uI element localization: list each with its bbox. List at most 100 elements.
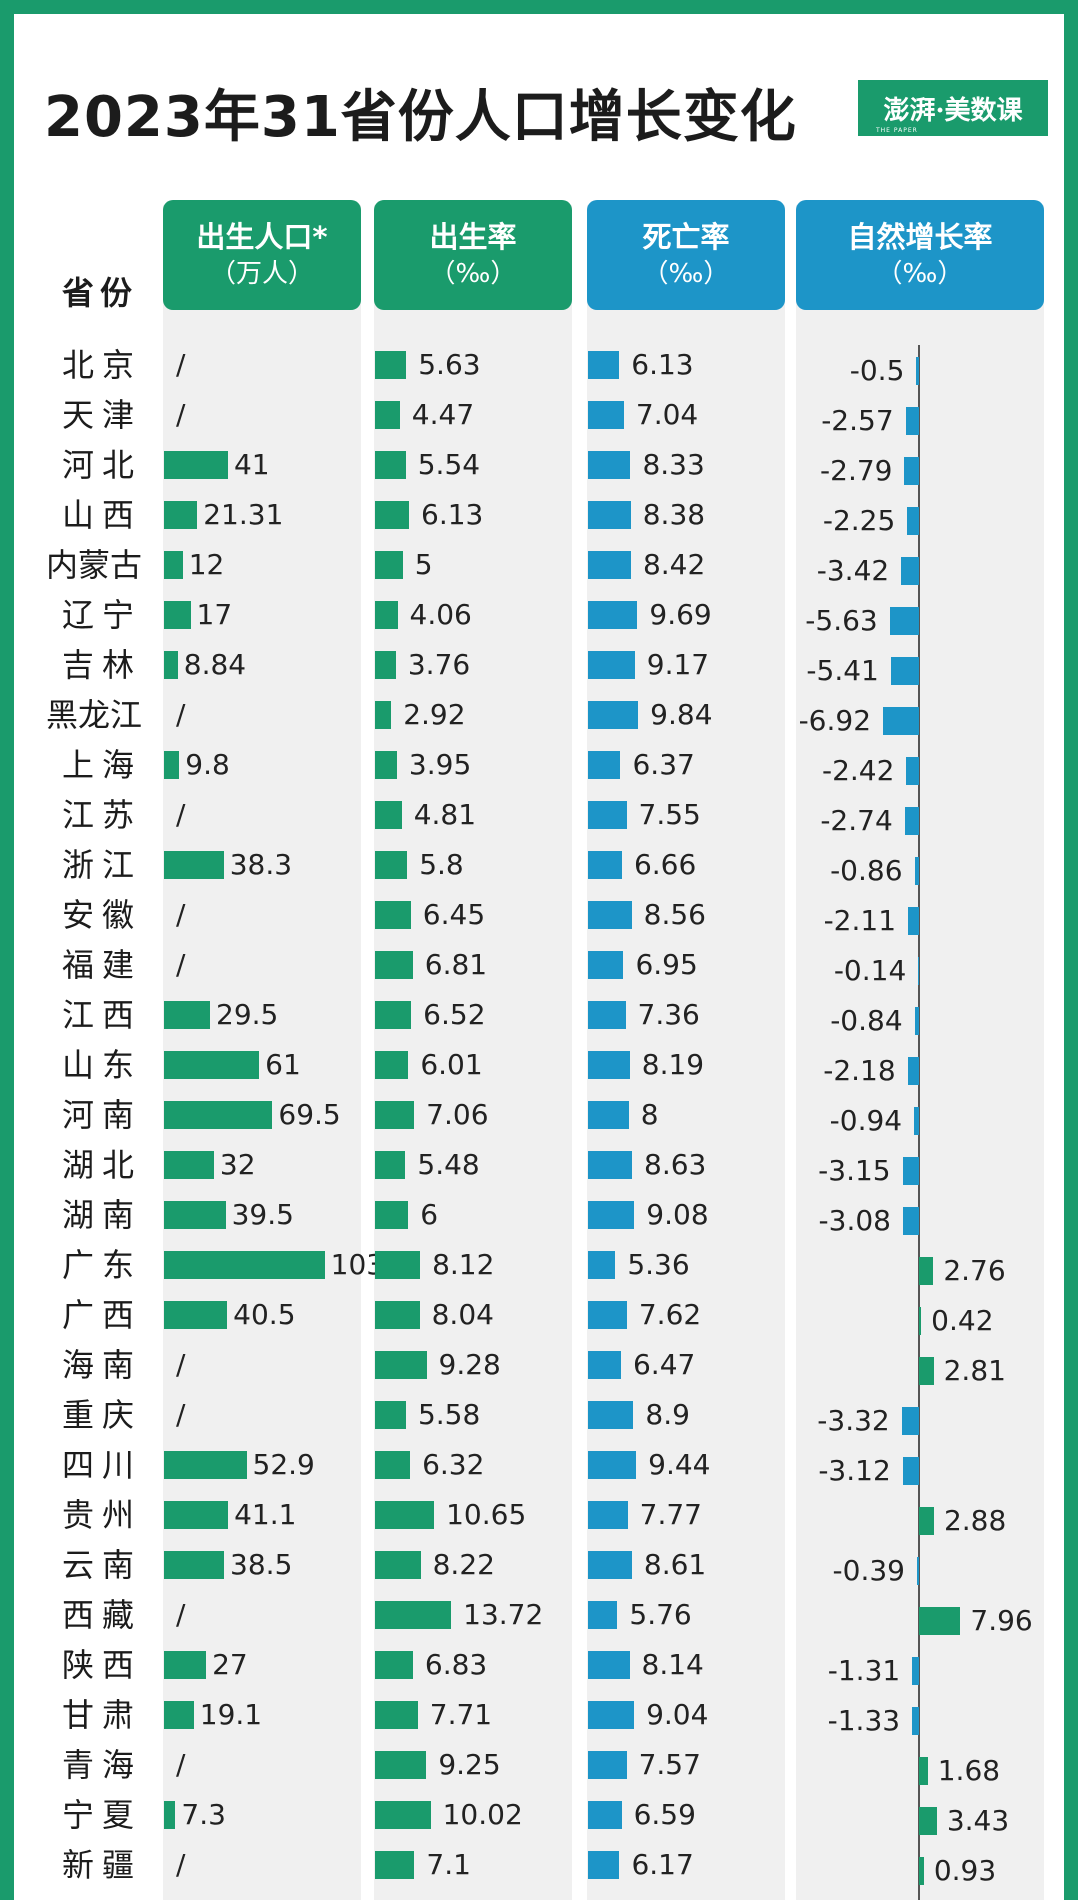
births-value-label: 7.3 (181, 1798, 226, 1831)
natural-growth-value-label: -0.86 (830, 854, 903, 887)
birth-rate-bar (375, 451, 406, 479)
death-rate-value-label: 7.77 (639, 1498, 702, 1531)
natural-growth-bar (914, 1107, 919, 1135)
birth-rate-header-unit: （‰） (429, 259, 517, 289)
table-row: 湖北 32 5.48 8.63 -3.15 (0, 1140, 1078, 1190)
province-label: 浙江 (61, 846, 142, 884)
province-label: 湖南 (61, 1196, 142, 1234)
birth-rate-value-label: 7.1 (426, 1848, 471, 1881)
births-value-label: 12 (188, 548, 225, 581)
births-header-title: 出生人口* (196, 220, 328, 254)
birth-rate-value-label: 9.25 (438, 1748, 501, 1781)
natural-growth-bar (904, 807, 919, 835)
birth-rate-bar (375, 701, 392, 729)
death-rate-value-label: 6.66 (633, 848, 697, 881)
natural-growth-bar (919, 1857, 924, 1885)
death-rate-value-label: 9.84 (650, 698, 713, 731)
natural-growth-value-label: -0.14 (833, 954, 907, 987)
province-label: 广东 (61, 1246, 142, 1284)
table-row: 山东 61 6.01 8.19 -2.18 (0, 1040, 1078, 1090)
death-rate-bar (588, 1301, 627, 1329)
natural-growth-bar (914, 857, 919, 885)
births-value-label: 61 (265, 1048, 301, 1081)
natural-growth-bar (908, 907, 919, 935)
natural-growth-header: 自然增长率 （‰） (796, 200, 1044, 310)
death-rate-value-label: 8.63 (644, 1148, 707, 1181)
births-bar (164, 1101, 273, 1129)
death-rate-value-label: 7.36 (637, 998, 700, 1031)
birth-rate-bar (375, 1251, 421, 1279)
death-rate-value-label: 8 (640, 1098, 659, 1131)
birth-rate-bar (375, 601, 398, 629)
birth-rate-value-label: 6.45 (422, 898, 486, 931)
death-rate-bar (588, 1451, 637, 1479)
birth-rate-value-label: 6.83 (424, 1648, 488, 1681)
death-rate-bar (588, 1151, 632, 1179)
birth-rate-value-label: 10.65 (446, 1498, 527, 1531)
birth-rate-bar (375, 1551, 421, 1579)
table-row: 江苏 / 4.81 7.55 -2.74 (0, 790, 1078, 840)
birth-rate-value-label: 3.95 (408, 748, 472, 781)
natural-growth-bar (919, 1357, 934, 1385)
natural-growth-value-label: 2.88 (943, 1504, 1007, 1537)
birth-rate-value-label: 4.47 (411, 398, 475, 431)
province-label: 贵州 (61, 1496, 142, 1534)
province-label: 四川 (61, 1446, 142, 1484)
province-label: 天津 (61, 396, 142, 434)
natural-growth-bar (919, 1807, 937, 1835)
birth-rate-value-label: 7.06 (426, 1098, 489, 1131)
natural-growth-value-label: -5.63 (805, 604, 878, 637)
births-value-label: 39.5 (231, 1198, 294, 1231)
death-rate-value-label: 8.9 (645, 1398, 690, 1431)
births-bar (164, 1801, 176, 1829)
death-rate-bar (588, 451, 631, 479)
death-rate-value-label: 7.04 (635, 398, 699, 431)
natural-growth-value-label: 7.96 (970, 1604, 1033, 1637)
births-bar (164, 1701, 194, 1729)
birth-rate-value-label: 8.04 (431, 1298, 494, 1331)
natural-growth-bar (916, 1557, 919, 1585)
death-rate-bar (588, 1501, 628, 1529)
table-row: 北京 / 5.63 6.13 -0.5 (0, 340, 1078, 390)
birth-rate-value-label: 5.63 (418, 348, 481, 381)
province-label: 安徽 (61, 896, 142, 934)
births-value-label: 38.3 (229, 848, 293, 881)
birth-rate-value-label: 6.81 (424, 948, 488, 981)
natural-growth-value-label: -3.15 (818, 1154, 891, 1187)
province-label: 河北 (61, 446, 142, 484)
death-rate-value-label: 7.62 (638, 1298, 702, 1331)
death-rate-bar (588, 801, 627, 829)
birth-rate-bar (375, 851, 408, 879)
natural-growth-bar (914, 1007, 919, 1035)
province-header: 省份 (62, 274, 139, 312)
births-bar (164, 1451, 247, 1479)
death-rate-value-label: 8.61 (643, 1548, 707, 1581)
natural-growth-value-label: -2.57 (821, 404, 894, 437)
table-row: 河南 69.5 7.06 8 -0.94 (0, 1090, 1078, 1140)
death-rate-header: 死亡率 （‰） (587, 200, 785, 310)
table-row: 湖南 39.5 6 9.08 -3.08 (0, 1190, 1078, 1240)
natural-growth-value-label: -1.31 (827, 1654, 901, 1687)
province-label: 重庆 (61, 1396, 142, 1434)
births-bar (164, 1651, 207, 1679)
death-rate-bar (588, 1351, 621, 1379)
births-missing-label: / (176, 348, 186, 381)
natural-growth-bar (919, 1507, 934, 1535)
birth-rate-bar (375, 1151, 406, 1179)
natural-growth-value-label: 2.81 (943, 1354, 1006, 1387)
natural-growth-value-label: -0.94 (829, 1104, 903, 1137)
birth-rate-value-label: 5.58 (417, 1398, 481, 1431)
birth-rate-value-label: 2.92 (403, 698, 466, 731)
logo-text: 澎湃·美数课 (883, 95, 1023, 126)
death-rate-value-label: 5.36 (627, 1248, 690, 1281)
natural-growth-bar (912, 1707, 919, 1735)
death-rate-value-label: 6.37 (632, 748, 695, 781)
birth-rate-value-label: 5 (414, 548, 433, 581)
birth-rate-bar (375, 951, 413, 979)
birth-rate-bar (375, 401, 400, 429)
province-label: 新疆 (61, 1846, 142, 1884)
birth-rate-bar (375, 651, 396, 679)
birth-rate-bar (375, 1451, 411, 1479)
birth-rate-value-label: 13.72 (463, 1598, 544, 1631)
births-bar (164, 1551, 225, 1579)
